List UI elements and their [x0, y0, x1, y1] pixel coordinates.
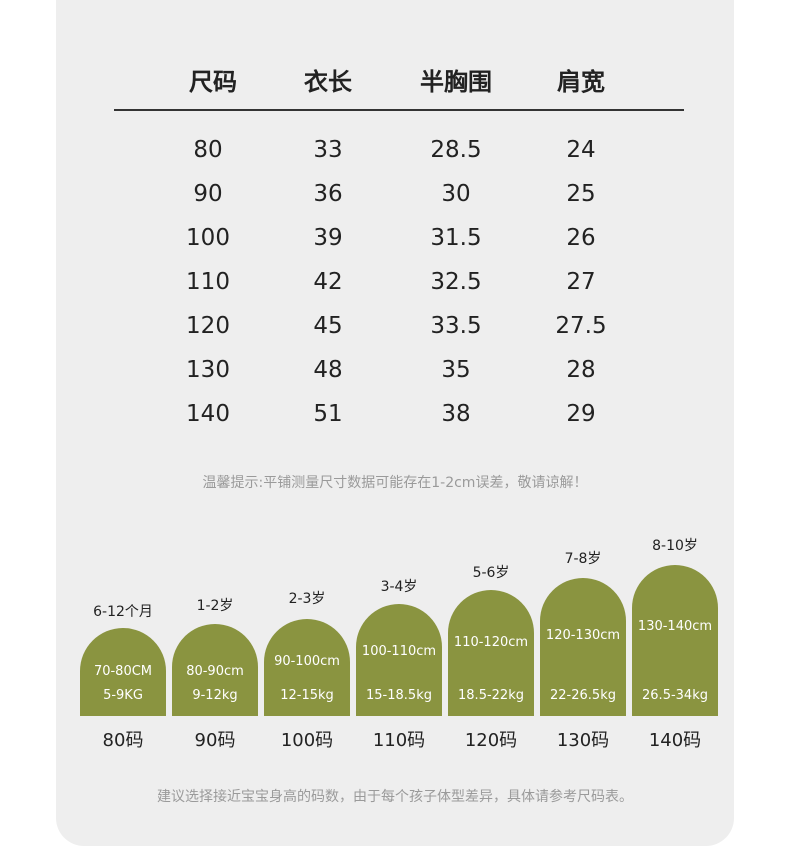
size-arch: 80-90cm 9-12kg: [172, 624, 258, 716]
height-range: 110-120cm: [453, 635, 529, 650]
weight-range: 9-12kg: [192, 688, 238, 703]
size-arch: 130-140cm 26.5-34kg: [632, 565, 718, 716]
table-cell-length: 48: [313, 357, 343, 383]
height-range: 120-130cm: [545, 628, 621, 643]
age-label: 1-2岁: [196, 598, 234, 614]
size-arch: 110-120cm 18.5-22kg: [448, 590, 534, 716]
table-cell-shoulder: 28: [566, 357, 596, 383]
size-label: 120码: [464, 730, 518, 751]
height-range: 130-140cm: [637, 619, 713, 634]
header-shoulder: 肩宽: [557, 68, 605, 96]
table-cell-size: 110: [186, 269, 230, 295]
size-label: 110码: [372, 730, 426, 751]
table-cell-shoulder: 27: [566, 269, 596, 295]
table-cell-shoulder: 26: [566, 225, 596, 251]
weight-range: 15-18.5kg: [366, 688, 432, 703]
size-label: 90码: [194, 730, 236, 751]
size-label: 130码: [556, 730, 610, 751]
table-cell-half-chest: 31.5: [430, 225, 482, 251]
weight-range: 5-9KG: [103, 688, 143, 703]
table-cell-length: 51: [313, 401, 343, 427]
table-cell-half-chest: 30: [441, 181, 471, 207]
age-label: 3-4岁: [380, 579, 418, 595]
weight-range: 26.5-34kg: [642, 688, 708, 703]
header-size: 尺码: [189, 68, 237, 96]
size-label: 80码: [102, 730, 144, 751]
table-cell-size: 140: [186, 401, 230, 427]
header-divider: [114, 109, 684, 111]
table-cell-shoulder: 29: [566, 401, 596, 427]
height-range: 90-100cm: [274, 654, 340, 669]
weight-range: 18.5-22kg: [458, 688, 524, 703]
table-cell-length: 36: [313, 181, 343, 207]
table-cell-half-chest: 28.5: [430, 137, 482, 163]
table-cell-shoulder: 27.5: [555, 313, 607, 339]
table-cell-half-chest: 32.5: [430, 269, 482, 295]
table-cell-size: 120: [186, 313, 230, 339]
footer-note: 建议选择接近宝宝身高的码数，由于每个孩子体型差异，具体请参考尺码表。: [157, 789, 633, 805]
table-cell-shoulder: 25: [566, 181, 596, 207]
weight-range: 22-26.5kg: [550, 688, 616, 703]
height-range: 100-110cm: [361, 644, 437, 659]
table-cell-size: 130: [186, 357, 230, 383]
table-cell-length: 33: [313, 137, 343, 163]
table-cell-size: 80: [193, 137, 223, 163]
table-cell-half-chest: 38: [441, 401, 471, 427]
measurement-tip: 温馨提示:平铺测量尺寸数据可能存在1-2cm误差，敬请谅解！: [202, 475, 588, 491]
height-range: 70-80CM: [93, 664, 153, 679]
table-cell-length: 39: [313, 225, 343, 251]
size-label: 140码: [648, 730, 702, 751]
header-half-chest: 半胸围: [420, 68, 492, 96]
age-label: 6-12个月: [93, 604, 153, 620]
table-cell-size: 100: [186, 225, 230, 251]
table-cell-size: 90: [193, 181, 223, 207]
weight-range: 12-15kg: [280, 688, 334, 703]
height-range: 80-90cm: [186, 664, 244, 679]
size-label: 100码: [280, 730, 334, 751]
table-cell-length: 42: [313, 269, 343, 295]
size-arch: 70-80CM 5-9KG: [80, 628, 166, 716]
age-label: 7-8岁: [564, 551, 602, 567]
header-length: 衣长: [304, 68, 352, 96]
size-table: 尺码 衣长 半胸围 肩宽 80 33 28.5 24 90 36 30 25 100 39 31.5…: [114, 68, 684, 427]
age-label: 2-3岁: [288, 591, 326, 607]
size-arch: 90-100cm 12-15kg: [264, 619, 350, 716]
table-cell-half-chest: 35: [441, 357, 471, 383]
table-cell-length: 45: [313, 313, 343, 339]
age-label: 8-10岁: [652, 538, 698, 554]
size-arch: 100-110cm 15-18.5kg: [356, 604, 442, 716]
size-arch: 120-130cm 22-26.5kg: [540, 578, 626, 716]
table-cell-shoulder: 24: [566, 137, 596, 163]
age-label: 5-6岁: [472, 565, 510, 581]
table-cell-half-chest: 33.5: [430, 313, 482, 339]
